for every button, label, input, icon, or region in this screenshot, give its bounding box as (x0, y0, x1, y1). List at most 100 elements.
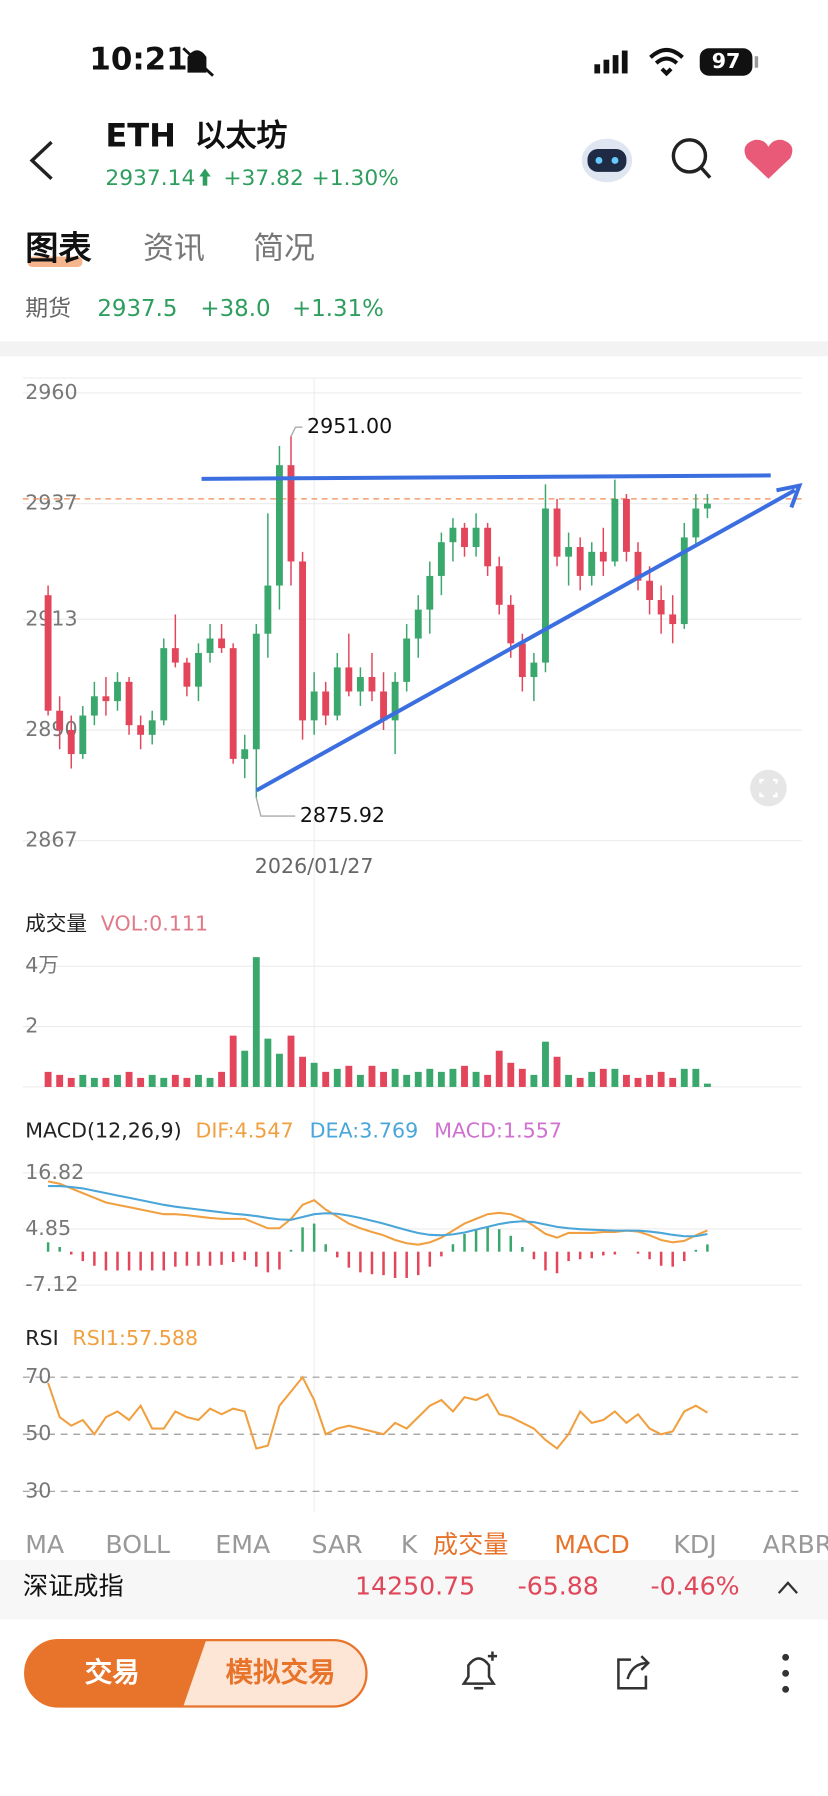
candle-body (634, 551, 642, 581)
ticker-price: 14250.75 (355, 1571, 475, 1600)
tab[interactable]: 资讯 (143, 230, 205, 266)
volume-bar (403, 1074, 411, 1087)
annotation-label: 2875.92 (300, 803, 385, 827)
candle-body (90, 696, 98, 716)
wifi-icon (649, 47, 684, 77)
volume-bar (461, 1065, 468, 1087)
volume-bar (657, 1071, 665, 1087)
candle-body (44, 595, 52, 711)
candle-body (542, 508, 549, 663)
indicator-tab[interactable]: ARBR (763, 1530, 828, 1559)
volume-bar (611, 1068, 619, 1087)
volume-bar (241, 1050, 249, 1087)
candle-body (414, 609, 422, 639)
favorite-icon[interactable] (744, 139, 793, 179)
indicator-tab[interactable]: EMA (215, 1530, 271, 1559)
candle-body (680, 537, 688, 625)
ticker-change-pct: -0.46% (650, 1571, 739, 1600)
indicator-tab[interactable]: MA (25, 1530, 65, 1559)
candle-body (114, 681, 121, 702)
volume-bar (287, 1035, 295, 1087)
tab[interactable]: 图表 (25, 228, 92, 267)
x-tick-label: 2026/01/27 (255, 854, 374, 878)
indicator-tabs: MA BOLL EMA SAR K 成交量 MACD KDJ ARBR (25, 1530, 828, 1559)
futures-change: +38.0 (200, 296, 270, 322)
volume-bar (472, 1071, 480, 1087)
volume-bar (102, 1077, 110, 1087)
annotation-leader (290, 426, 303, 437)
ticker-bar[interactable] (0, 1559, 828, 1620)
y-tick-label: 2 (25, 1014, 38, 1038)
indicator-tab[interactable]: SAR (312, 1530, 363, 1559)
candle-body (206, 638, 214, 653)
candle-body (183, 662, 191, 687)
candle-body (56, 710, 64, 730)
search-icon[interactable] (671, 138, 712, 179)
expand-caret[interactable] (777, 1581, 798, 1594)
volume-bar (44, 1071, 52, 1087)
candle-body (576, 547, 584, 576)
futures-change-pct: +1.31% (292, 296, 384, 322)
tab[interactable]: 简况 (253, 230, 315, 266)
signal-icon (594, 50, 628, 74)
y-tick-label: 4.85 (25, 1216, 71, 1240)
legend-entry: DEA:3.769 (310, 1119, 419, 1143)
volume-bar (322, 1071, 330, 1087)
volume-bar (195, 1074, 202, 1087)
indicator-tab[interactable]: K (401, 1530, 419, 1559)
volume-bar (368, 1065, 376, 1087)
volume-bar (495, 1050, 503, 1087)
volume-bar (299, 1056, 307, 1087)
trade-button[interactable] (25, 1640, 207, 1707)
candle-body (125, 681, 133, 726)
alert-icon[interactable] (461, 1651, 498, 1690)
panel-title: 成交量 (25, 911, 87, 935)
volume-bar (79, 1074, 87, 1087)
ticker-name: 深证成指 (23, 1571, 124, 1600)
volume-bar (484, 1074, 492, 1087)
volume-bar (137, 1077, 145, 1087)
indicator-tab[interactable]: KDJ (673, 1530, 716, 1559)
futures-price: 2937.5 (97, 296, 177, 322)
volume-bar (565, 1074, 573, 1087)
volume-bar (692, 1068, 700, 1087)
volume-bar (56, 1074, 64, 1087)
panel-title: RSI (25, 1326, 58, 1350)
volume-bar (345, 1065, 353, 1087)
volume-bar (310, 1062, 318, 1087)
candle-body (692, 508, 700, 538)
expand-button[interactable] (750, 769, 787, 807)
more-icon[interactable] (782, 1653, 790, 1693)
battery-level: 97 (712, 49, 741, 73)
y-tick-label: 4万 (25, 953, 59, 977)
candle-body (472, 527, 480, 548)
indicator-tab[interactable]: 成交量 (433, 1530, 509, 1559)
share-icon[interactable] (617, 1655, 650, 1690)
legend-entry: VOL:0.111 (101, 911, 208, 935)
indicator-tab[interactable]: MACD (554, 1530, 630, 1559)
candle-body (461, 527, 468, 548)
candle-body (299, 561, 307, 721)
candle-body (599, 551, 607, 562)
candle-body (646, 580, 654, 600)
back-button[interactable] (29, 140, 53, 181)
volume-bar (264, 1038, 272, 1087)
annotation-leader (255, 797, 296, 817)
volume-bar (90, 1077, 98, 1087)
candle-body (310, 691, 318, 721)
volume-bar (148, 1074, 156, 1087)
futures-label: 期货 (25, 296, 71, 322)
indicator-tab[interactable]: BOLL (105, 1530, 170, 1559)
volume-bar (646, 1074, 654, 1087)
asset-name: 以太坊 (195, 118, 288, 154)
volume-bar (507, 1062, 515, 1087)
volume-bar (576, 1077, 584, 1087)
volume-bar (125, 1071, 133, 1087)
assistant-icon[interactable] (581, 138, 633, 183)
candle-body (195, 652, 202, 687)
tab-indicator (27, 256, 83, 267)
candle-body (530, 662, 538, 678)
candle-body (437, 542, 445, 576)
series-line (48, 1185, 708, 1238)
volume-bar (160, 1077, 168, 1087)
